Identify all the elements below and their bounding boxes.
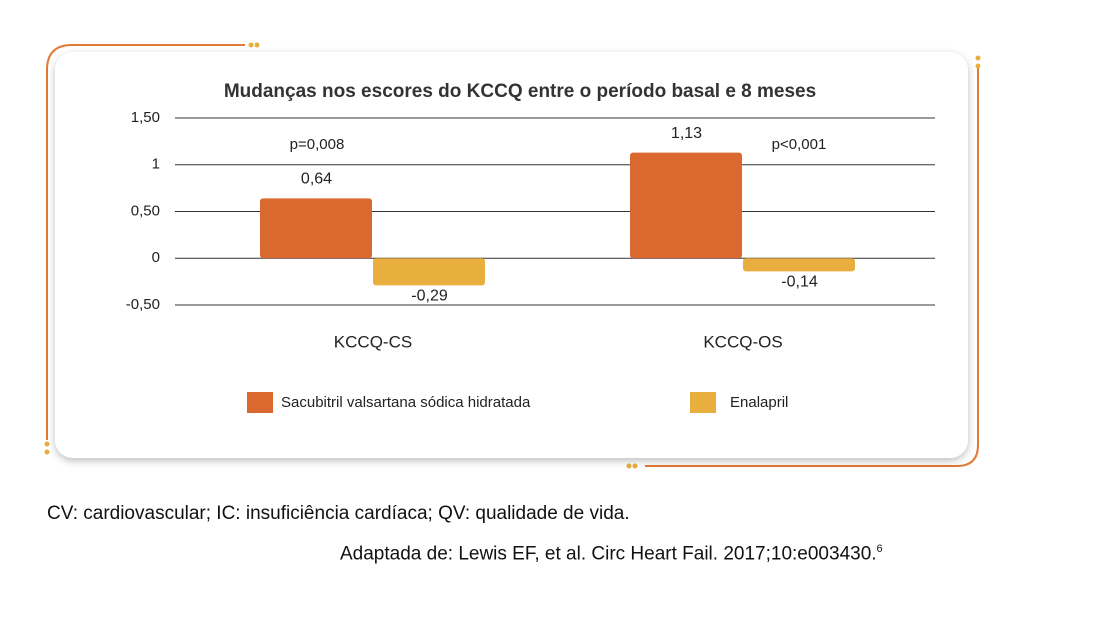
dot [975,63,981,69]
legend-label: Enalapril [730,394,788,411]
frame-decoration [645,65,979,467]
chart-title: Mudanças nos escores do KCCQ entre o per… [224,81,816,102]
x-tick-label: KCCQ-OS [703,332,782,351]
data-label: -0,29 [411,288,448,305]
footnote: CV: cardiovascular; IC: insuficiência ca… [47,503,630,524]
source-ref: 6 [876,543,883,555]
dot [44,441,50,447]
y-tick-label: 0,50 [131,202,160,219]
bar [743,258,855,272]
annotation: p<0,001 [772,136,827,153]
frame-decoration [46,44,245,440]
data-label: 1,13 [671,125,702,142]
dot [632,463,638,469]
dot [44,449,50,455]
dot [254,42,260,48]
x-tick-label: KCCQ-CS [334,332,412,351]
legend-swatch [247,392,273,413]
chart: Mudanças nos escores do KCCQ entre o per… [44,42,981,469]
data-label: 0,64 [301,171,332,188]
dot [626,463,632,469]
source: Adaptada de: Lewis EF, et al. Circ Heart… [340,543,883,565]
source-text: Adaptada de: Lewis EF, et al. Circ Heart… [340,543,877,565]
bar [630,152,742,259]
y-tick-label: 1,50 [131,109,160,126]
bar [260,198,372,259]
y-tick-label: -0,50 [126,296,160,313]
annotation: p=0,008 [290,136,345,153]
data-label: -0,14 [781,274,818,291]
bar [373,258,485,286]
y-tick-label: 1 [152,156,160,173]
y-tick-label: 0 [152,249,160,266]
dot [248,42,254,48]
dot [975,55,981,61]
legend-label: Sacubitril valsartana sódica hidratada [281,394,531,411]
legend-swatch [690,392,716,413]
